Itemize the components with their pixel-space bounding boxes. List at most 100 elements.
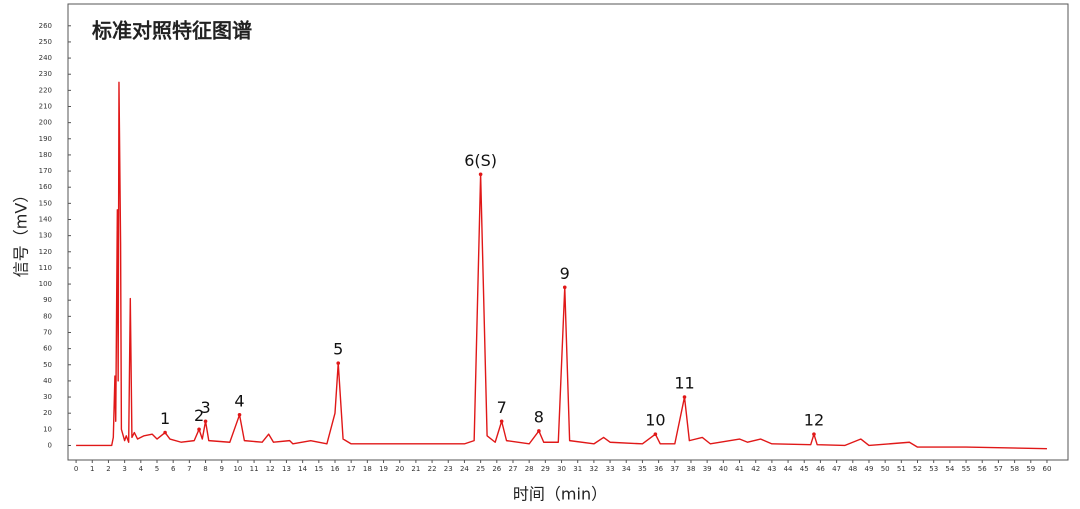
y-tick-label: 30 bbox=[43, 393, 52, 401]
x-tick-label: 32 bbox=[589, 465, 598, 473]
x-tick-label: 31 bbox=[573, 465, 582, 473]
x-tick-label: 3 bbox=[122, 465, 126, 473]
y-tick-label: 150 bbox=[39, 199, 52, 207]
x-tick-label: 27 bbox=[509, 465, 518, 473]
y-tick-label: 260 bbox=[39, 22, 52, 30]
y-tick-label: 160 bbox=[39, 183, 52, 191]
x-tick-label: 9 bbox=[219, 465, 223, 473]
x-tick-label: 21 bbox=[411, 465, 420, 473]
x-tick-label: 6 bbox=[171, 465, 176, 473]
x-tick-label: 13 bbox=[282, 465, 291, 473]
y-tick-label: 130 bbox=[39, 232, 52, 240]
x-tick-label: 51 bbox=[897, 465, 906, 473]
x-tick-label: 37 bbox=[670, 465, 679, 473]
peak-label: 12 bbox=[804, 411, 824, 430]
x-tick-label: 12 bbox=[266, 465, 275, 473]
x-tick-label: 8 bbox=[203, 465, 207, 473]
x-tick-label: 55 bbox=[962, 465, 971, 473]
x-tick-label: 5 bbox=[155, 465, 159, 473]
x-tick-label: 0 bbox=[74, 465, 78, 473]
x-tick-label: 26 bbox=[492, 465, 501, 473]
y-axis-label: 信号（mV） bbox=[12, 187, 31, 278]
y-tick-label: 230 bbox=[39, 70, 52, 78]
x-tick-label: 56 bbox=[978, 465, 987, 473]
x-tick-label: 50 bbox=[881, 465, 890, 473]
peak-marker bbox=[653, 432, 658, 436]
y-tick-label: 240 bbox=[39, 54, 52, 62]
y-tick-label: 80 bbox=[43, 312, 52, 320]
y-tick-label: 120 bbox=[39, 248, 52, 256]
plot-frame bbox=[67, 3, 1069, 461]
x-tick-label: 60 bbox=[1043, 465, 1052, 473]
y-tick-label: 170 bbox=[39, 167, 52, 175]
chromatogram-trace bbox=[76, 81, 1047, 450]
x-tick-label: 28 bbox=[525, 465, 534, 473]
peak-label: 3 bbox=[200, 398, 210, 417]
peak-marker bbox=[163, 430, 167, 435]
x-tick-label: 43 bbox=[767, 465, 776, 473]
x-tick-label: 53 bbox=[929, 465, 938, 473]
peak-label: 4 bbox=[234, 391, 244, 410]
x-tick-label: 24 bbox=[460, 465, 469, 473]
peak-label: 1 bbox=[160, 409, 170, 428]
x-tick-label: 23 bbox=[444, 465, 453, 473]
x-tick-label: 52 bbox=[913, 465, 922, 473]
x-tick-label: 15 bbox=[314, 465, 323, 473]
y-tick-label: 70 bbox=[43, 328, 52, 336]
x-tick-label: 39 bbox=[703, 465, 712, 473]
y-tick-label: 60 bbox=[43, 345, 52, 353]
x-tick-label: 41 bbox=[735, 465, 744, 473]
y-tick-label: 200 bbox=[39, 119, 52, 127]
y-tick-label: 190 bbox=[39, 135, 52, 143]
y-tick-label: 180 bbox=[39, 151, 52, 159]
x-tick-label: 25 bbox=[476, 465, 485, 473]
y-tick-label: 90 bbox=[43, 296, 52, 304]
x-tick-label: 54 bbox=[945, 465, 954, 473]
x-tick-label: 22 bbox=[428, 465, 437, 473]
x-tick-label: 35 bbox=[638, 465, 647, 473]
x-tick-label: 14 bbox=[298, 465, 307, 473]
x-tick-label: 29 bbox=[541, 465, 550, 473]
x-axis-label: 时间（min） bbox=[513, 485, 607, 504]
x-tick-label: 7 bbox=[187, 465, 191, 473]
x-tick-label: 2 bbox=[106, 465, 110, 473]
x-tick-label: 45 bbox=[800, 465, 809, 473]
y-tick-label: 10 bbox=[43, 425, 52, 433]
peak-label: 9 bbox=[560, 264, 570, 283]
x-tick-label: 44 bbox=[784, 465, 793, 473]
x-tick-label: 40 bbox=[719, 465, 728, 473]
x-tick-label: 19 bbox=[379, 465, 388, 473]
x-tick-label: 30 bbox=[557, 465, 566, 473]
x-tick-label: 48 bbox=[848, 465, 857, 473]
y-tick-label: 220 bbox=[39, 86, 52, 94]
peak-marker bbox=[237, 413, 242, 417]
y-tick-label: 50 bbox=[43, 361, 52, 369]
x-tick-label: 36 bbox=[654, 465, 663, 473]
x-tick-label: 4 bbox=[139, 465, 144, 473]
peak-marker bbox=[197, 427, 201, 432]
y-tick-label: 0 bbox=[48, 441, 52, 449]
peak-label: 5 bbox=[333, 340, 343, 359]
peak-marker bbox=[203, 419, 208, 424]
x-tick-label: 1 bbox=[90, 465, 94, 473]
x-tick-label: 47 bbox=[832, 465, 841, 473]
chart-title: 标准对照特征图谱 bbox=[92, 19, 252, 43]
peak-marker bbox=[682, 395, 687, 399]
x-tick-label: 20 bbox=[395, 465, 404, 473]
peak-label: 8 bbox=[534, 407, 544, 426]
x-tick-label: 10 bbox=[233, 465, 242, 473]
y-tick-label: 210 bbox=[39, 102, 52, 110]
x-tick-label: 33 bbox=[606, 465, 615, 473]
x-tick-label: 38 bbox=[687, 465, 696, 473]
peak-marker bbox=[562, 285, 567, 290]
x-tick-label: 58 bbox=[1010, 465, 1019, 473]
y-tick-label: 100 bbox=[39, 280, 52, 288]
x-tick-label: 17 bbox=[347, 465, 356, 473]
x-tick-label: 34 bbox=[622, 465, 631, 473]
x-tick-label: 16 bbox=[331, 465, 340, 473]
x-tick-label: 57 bbox=[994, 465, 1003, 473]
peak-label: 2 bbox=[194, 406, 204, 425]
x-tick-label: 59 bbox=[1026, 465, 1035, 473]
